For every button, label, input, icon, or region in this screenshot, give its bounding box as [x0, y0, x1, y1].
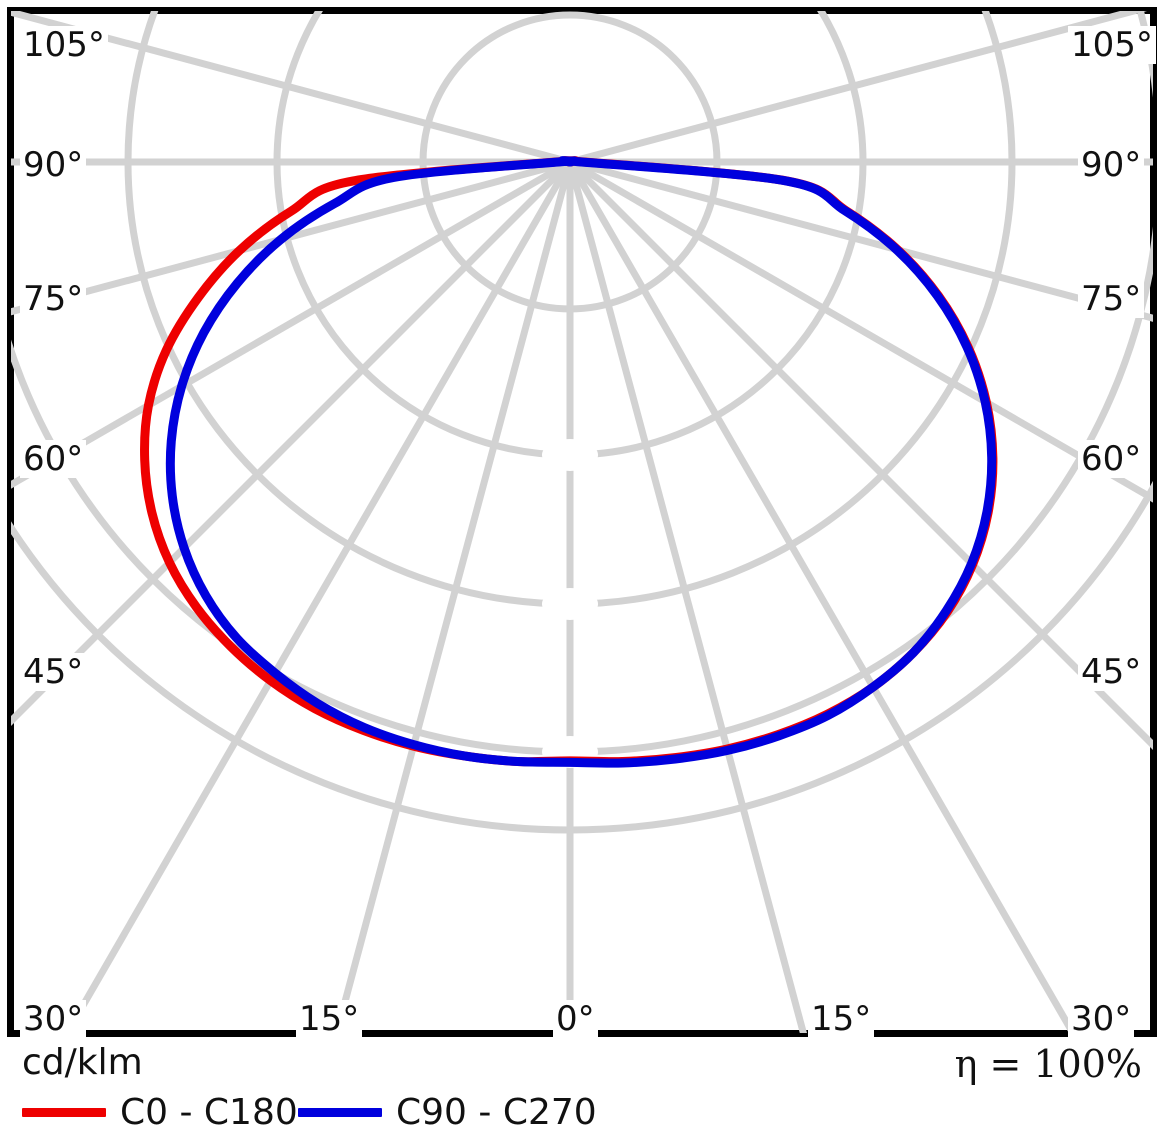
axis-label-right-105: 105° — [1068, 26, 1156, 64]
efficiency-label: η = 100% — [954, 1042, 1142, 1086]
axis-label-bottom-15: 15° — [808, 1000, 875, 1038]
grid-spoke-30 — [566, 160, 1077, 1033]
grid-spoke--60 — [11, 158, 572, 489]
radial-unit-label: cd/klm — [22, 1042, 143, 1083]
grid-spoke-15 — [566, 161, 808, 1033]
legend-label-c0-c180: C0 - C180 — [120, 1092, 298, 1133]
legend-swatch-c90-c270 — [298, 1108, 382, 1117]
axis-label-right-60: 60° — [1078, 440, 1145, 478]
axis-label-bottom--15: 15° — [296, 1000, 363, 1038]
grid-spoke--30 — [63, 160, 574, 1033]
grid-spoke--45 — [11, 159, 573, 726]
radial-tick-gap-1 — [542, 588, 598, 620]
grid-spoke-45 — [567, 159, 1153, 750]
legend-label-c90-c270: C90 - C270 — [396, 1092, 597, 1133]
legend-swatch-c0-c180 — [22, 1108, 106, 1117]
grid-spoke-60 — [568, 158, 1153, 503]
legend-item-c90-c270: C90 - C270 — [298, 1092, 597, 1133]
axis-label-bottom-0: 0° — [553, 1000, 598, 1038]
radial-tick-gap-0 — [542, 439, 598, 471]
axis-label-left-60: 60° — [20, 440, 87, 478]
axis-label-left-30: 30° — [20, 1000, 87, 1038]
axis-label-right-75: 75° — [1078, 280, 1145, 318]
grid-spoke--105 — [11, 11, 571, 166]
grid-spoke-75 — [569, 158, 1153, 322]
axis-label-left-90: 90° — [20, 146, 87, 184]
curve-c90-c270 — [165, 156, 997, 768]
axis-label-left-75: 75° — [20, 280, 87, 318]
legend-item-c0-c180: C0 - C180 — [22, 1092, 298, 1133]
chart-footer: cd/klm η = 100% C0 - C180 C90 - C270 — [0, 1040, 1164, 1140]
axis-label-right-30: 30° — [1068, 1000, 1135, 1038]
axis-label-right-45: 45° — [1078, 653, 1145, 691]
polar-curves — [140, 156, 998, 768]
grid-spoke-105 — [569, 11, 1148, 166]
grid-ring-3 — [11, 11, 1153, 756]
axis-label-left-105: 105° — [20, 26, 108, 64]
grid-spoke--15 — [332, 161, 574, 1033]
axis-label-left-45: 45° — [20, 653, 87, 691]
axis-label-right-90: 90° — [1078, 146, 1145, 184]
grid-spoke--75 — [11, 158, 571, 316]
